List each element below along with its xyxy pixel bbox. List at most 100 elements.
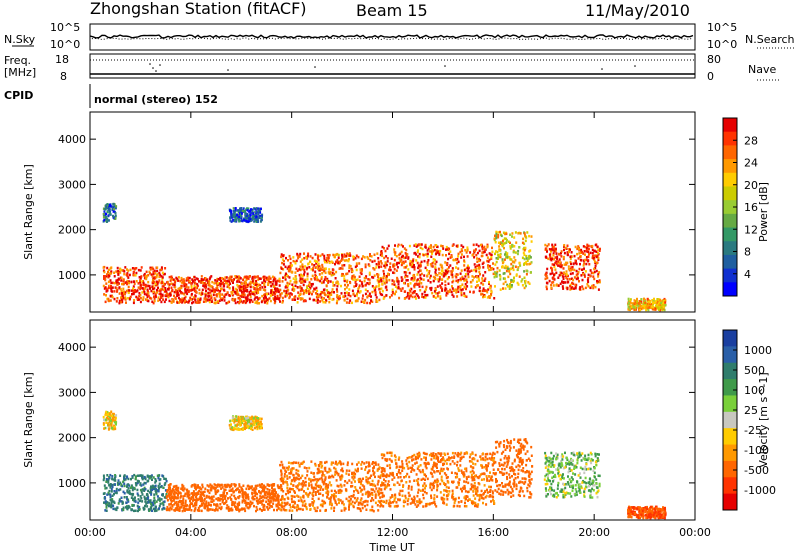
power-echo-cell <box>317 293 320 297</box>
power-echo-cell <box>255 215 258 218</box>
velocity-echo-cell <box>106 501 109 504</box>
power-echo-cell <box>441 253 444 257</box>
velocity-echo-cell <box>245 487 248 491</box>
power-echo-cell <box>394 244 396 247</box>
velocity-echo-cell <box>123 484 126 488</box>
power-echo-cell <box>550 250 552 253</box>
power-echo-cell <box>412 274 415 277</box>
velocity-echo-cell <box>181 488 184 491</box>
power-echo-cell <box>285 291 288 295</box>
power-echo-cell <box>578 252 581 255</box>
freq-label: Freq. <box>4 54 31 67</box>
power-echo-cell <box>376 252 379 255</box>
velocity-echo-cell <box>185 488 188 492</box>
power-echo-cell <box>316 260 318 263</box>
velocity-echo-cell <box>190 497 193 501</box>
power-echo-cell <box>276 294 279 298</box>
power-echo-cell <box>179 289 182 293</box>
power-echo-cell <box>183 284 186 288</box>
power-echo-cell <box>186 288 189 292</box>
power-echo-cell <box>204 287 207 290</box>
power-echo-cell <box>296 301 299 304</box>
power-echo-cell <box>257 297 260 300</box>
power-echo-cell <box>496 250 499 254</box>
velocity-echo-cell <box>180 500 183 503</box>
velocity-echo-cell <box>203 490 206 493</box>
power-echo-cell <box>205 278 208 282</box>
power-echo-cell <box>528 262 531 266</box>
power-echo-cell <box>446 268 449 271</box>
power-echo-cell <box>194 298 197 302</box>
power-echo-cell <box>122 278 125 281</box>
power-echo-cell <box>374 293 377 297</box>
power-echo-cell <box>317 278 320 282</box>
power-echo-cell <box>416 261 419 265</box>
power-echo-cell <box>372 267 375 270</box>
power-echo-cell <box>566 281 569 284</box>
power-echo-cell <box>324 260 326 264</box>
velocity-echo-cell <box>237 496 240 500</box>
power-echo-cell <box>633 303 636 306</box>
power-echo-cell <box>255 288 257 292</box>
power-echo-cell <box>475 243 478 246</box>
power-echo-cell <box>258 216 261 220</box>
velocity-echo-cell <box>182 485 185 488</box>
power-echo-cell <box>570 286 573 290</box>
power-echo-cell <box>597 275 600 278</box>
velocity-echo-cell <box>143 497 146 500</box>
velocity-echo-cell <box>365 479 368 482</box>
power-echo-cell <box>527 255 530 258</box>
velocity-echo-cell <box>332 475 335 479</box>
power-echo-cell <box>252 285 255 289</box>
velocity-echo-cell <box>220 483 223 487</box>
power-echo-cell <box>419 243 422 246</box>
velocity-echo-cell <box>207 490 210 493</box>
power-echo-cell <box>218 299 221 302</box>
power-echo-cell <box>452 289 455 292</box>
power-echo-cell <box>397 243 400 247</box>
power-echo-cell <box>161 294 164 297</box>
velocity-echo-cell <box>292 461 295 464</box>
power-echo-cell <box>641 306 644 310</box>
freq-panel-frame <box>89 53 696 79</box>
velocity-echo-cell <box>277 507 280 510</box>
power-echo-cell <box>488 264 491 268</box>
power-echo-cell <box>580 259 583 262</box>
velocity-echo-cell <box>268 488 271 492</box>
power-echo-cell <box>437 278 440 281</box>
power-echo-cell <box>300 287 303 290</box>
power-echo-cell <box>512 249 515 253</box>
power-echo-cell <box>127 291 130 295</box>
power-echo-cell <box>396 261 399 265</box>
power-echo-cell <box>303 252 305 255</box>
power-echo-cell <box>506 283 509 287</box>
power-echo-cell <box>298 279 301 283</box>
velocity-echo-cell <box>138 474 141 477</box>
velocity-echo-cell <box>260 486 263 489</box>
power-echo-cell <box>383 272 385 276</box>
power-echo-cell <box>587 273 590 277</box>
power-echo-cell <box>256 296 259 299</box>
power-echo-cell <box>168 286 170 289</box>
power-echo-cell <box>341 253 344 257</box>
velocity-echo-cell <box>280 479 283 483</box>
power-echo-cell <box>355 264 358 267</box>
velocity-echo-cell <box>259 492 262 495</box>
power-echo-cell <box>347 292 350 295</box>
velocity-echo-cell <box>271 483 274 486</box>
power-echo-cell <box>389 265 392 269</box>
power-echo-cell <box>436 292 439 295</box>
power-echo-cell <box>113 204 116 208</box>
velocity-echo-cell <box>211 486 214 489</box>
velocity-echo-cell <box>301 461 304 464</box>
velocity-echo-cell <box>358 480 361 484</box>
power-echo-cell <box>236 288 239 292</box>
velocity-echo-cell <box>337 473 340 477</box>
nsearch-trace <box>89 37 694 41</box>
power-echo-cell <box>257 220 260 223</box>
velocity-echo-cell <box>277 501 280 504</box>
power-echo-cell <box>426 293 429 297</box>
power-echo-cell <box>139 300 142 304</box>
power-echo-cell <box>566 277 569 281</box>
